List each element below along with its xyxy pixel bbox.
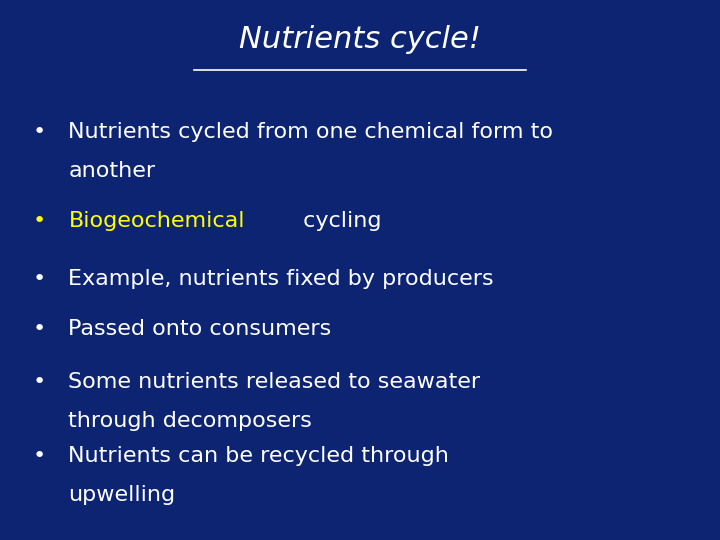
Text: •: • bbox=[33, 372, 46, 393]
Text: Passed onto consumers: Passed onto consumers bbox=[68, 319, 332, 340]
Text: •: • bbox=[33, 122, 46, 143]
Text: Biogeochemical: Biogeochemical bbox=[68, 211, 245, 232]
Text: Example, nutrients fixed by producers: Example, nutrients fixed by producers bbox=[68, 269, 494, 289]
Text: Some nutrients released to seawater: Some nutrients released to seawater bbox=[68, 372, 480, 393]
Text: upwelling: upwelling bbox=[68, 485, 176, 505]
Text: •: • bbox=[33, 269, 46, 289]
Text: Nutrients cycle!: Nutrients cycle! bbox=[239, 25, 481, 55]
Text: another: another bbox=[68, 161, 156, 181]
Text: •: • bbox=[33, 211, 46, 232]
Text: •: • bbox=[33, 446, 46, 467]
Text: Nutrients cycled from one chemical form to: Nutrients cycled from one chemical form … bbox=[68, 122, 554, 143]
Text: •: • bbox=[33, 319, 46, 340]
Text: cycling: cycling bbox=[296, 211, 382, 232]
Text: Nutrients can be recycled through: Nutrients can be recycled through bbox=[68, 446, 449, 467]
Text: through decomposers: through decomposers bbox=[68, 411, 312, 431]
